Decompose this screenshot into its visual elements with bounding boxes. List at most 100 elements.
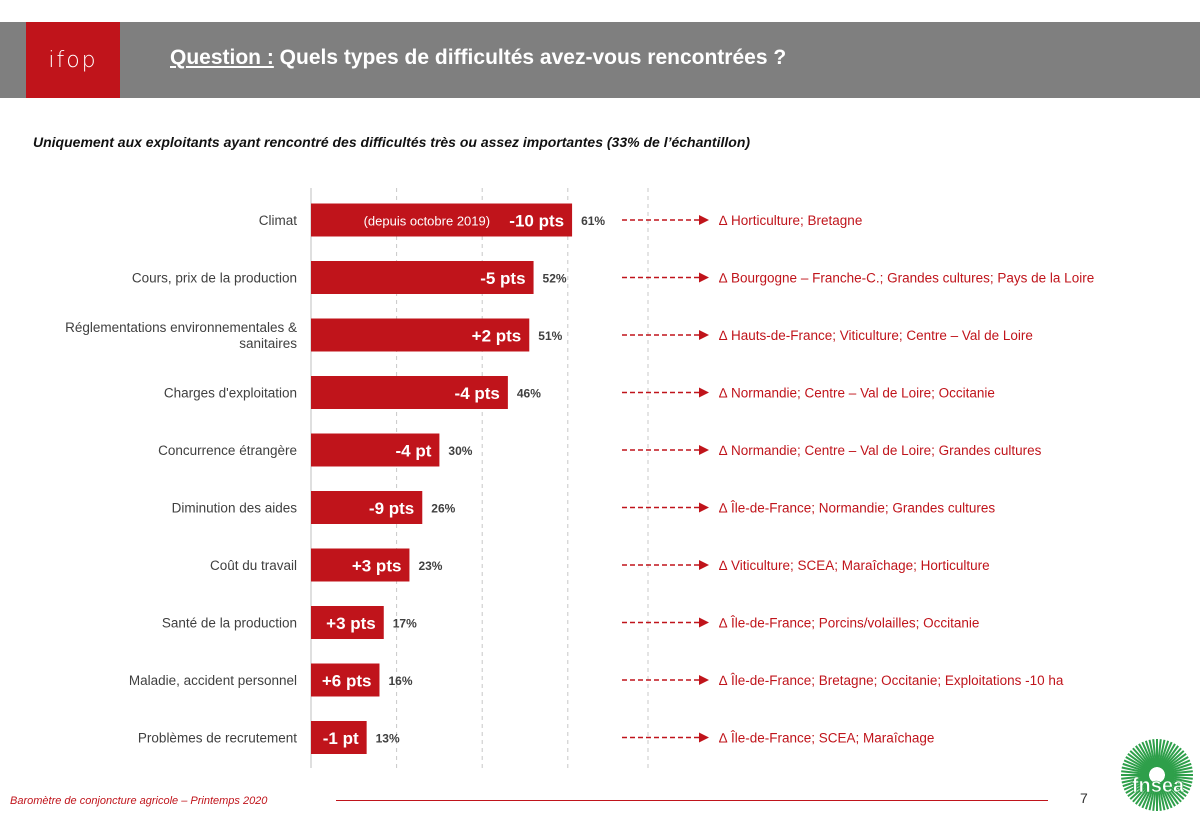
fnsea-ray [1122,762,1150,774]
fnsea-ray [1148,782,1157,811]
fnsea-ray [1162,778,1187,797]
annotation-text: ∆ Viticulture; SCEA; Maraîchage; Horticu… [719,558,990,573]
fnsea-ray [1158,782,1170,810]
fnsea-ray [1121,775,1150,784]
annotation-arrow-head [699,502,709,513]
bar [311,261,534,294]
bar [311,663,380,697]
value-label: 30% [448,444,472,458]
fnsea-ray [1160,781,1176,807]
annotation-text: ∆ Bourgogne – Franche-C.; Grandes cultur… [719,271,1094,286]
annotation-arrow-head [699,387,709,398]
fnsea-ray [1123,777,1151,791]
difficulties-bar-chart: Climat -10 pts (depuis octobre 2019) 61% ∆ H… [65,188,1094,768]
fnsea-ray [1163,778,1189,794]
annotation-arrow-head [699,617,709,628]
bar [311,376,508,409]
fnsea-ray [1163,777,1191,791]
annotation-text: ∆ Île-de-France; SCEA; Maraîchage [719,731,934,746]
fnsea-logo-text: fnsea [1132,775,1185,797]
fnsea-ray [1148,739,1157,768]
subtitle: Uniquement aux exploitants ayant rencont… [33,134,751,150]
annotation-arrow-head [699,272,709,283]
annotation-arrow-head [699,675,709,685]
change-label: +2 pts [472,327,522,346]
fnsea-ray [1164,766,1193,775]
fnsea-ray [1125,778,1151,794]
change-label: -9 pts [369,499,414,518]
fnsea-ray [1160,780,1179,805]
value-label: 52% [543,272,567,286]
fnsea-ray [1125,756,1151,772]
change-label: +6 pts [322,672,372,691]
fnsea-ray [1160,745,1179,770]
bar [311,548,410,582]
fnsea-ray [1152,739,1158,768]
change-label: -10 pts [509,212,564,231]
annotation-arrow-head [699,330,709,340]
footer-source: Baromètre de conjoncture agricole – Prin… [10,795,268,807]
fnsea-ray [1127,753,1152,772]
category-label: Coût du travail [210,558,297,573]
fnsea-ray [1129,779,1152,800]
footer-divider [336,800,1048,801]
category-label: Climat [259,213,298,228]
change-label: -4 pts [455,384,500,403]
annotation-text: ∆ Horticulture; Bretagne [719,213,862,228]
fnsea-ray [1164,762,1192,774]
bar [311,433,440,467]
ifop-logo: ifop [26,22,120,98]
fnsea-ray [1121,770,1150,776]
change-label: -1 pt [323,729,359,748]
value-label: 16% [388,674,412,688]
fnsea-ray [1156,739,1162,768]
fnsea-ray [1164,774,1193,780]
fnsea-ray [1152,782,1158,811]
value-label: 46% [517,387,541,401]
fnsea-ray [1141,741,1155,769]
value-label: 61% [581,214,605,228]
annotation-text: ∆ Île-de-France; Bretagne; Occitanie; Ex… [719,673,1064,688]
annotation-arrow-head [699,445,709,455]
fnsea-ray [1122,776,1150,788]
fnsea-ray [1157,739,1166,768]
fnsea-ray [1159,741,1173,769]
fnsea-ray [1132,747,1153,770]
fnsea-ray [1123,759,1151,773]
category-label: Santé de la production [162,616,297,631]
fnsea-ray [1129,750,1152,771]
fnsea-ray [1157,782,1166,811]
annotation-text: ∆ Île-de-France; Normandie; Grandes cult… [719,501,995,516]
annotation-text: ∆ Normandie; Centre – Val de Loire; Gran… [719,443,1042,458]
category-label: Problèmes de recrutement [138,731,297,746]
bar [311,203,573,237]
fnsea-ray [1160,743,1176,769]
header-banner: ifop Question : Quels types de difficult… [0,22,1200,98]
fnsea-ray [1159,781,1173,809]
fnsea-ray [1156,782,1162,811]
category-label: Réglementations environnementales & sanit… [65,320,297,351]
change-label: +3 pts [352,557,402,576]
fnsea-ray [1162,779,1185,800]
annotation-arrow-head [699,560,709,570]
bar [311,606,384,639]
fnsea-ray [1121,766,1150,775]
fnsea-logo: fnsea [1121,739,1193,811]
fnsea-ray [1164,776,1192,788]
change-label: -5 pts [480,269,525,288]
fnsea-ray [1144,740,1156,768]
fnsea-ray [1127,778,1152,797]
category-label: Concurrence étrangère [158,443,297,458]
category-label: Cours, prix de la production [132,271,297,286]
value-label: 26% [431,502,455,516]
fnsea-ray [1162,753,1187,772]
fnsea-ray [1158,740,1170,768]
ifop-logo-text: ifop [48,47,98,73]
category-label: Diminution des aides [172,501,298,516]
fnsea-ray [1138,743,1154,769]
question-text: Quels types de difficultés avez-vous ren… [273,46,787,69]
fnsea-ray [1163,756,1189,772]
fnsea-ray [1163,759,1191,773]
change-label: -4 pt [396,442,432,461]
question-label: Question : [170,46,274,69]
